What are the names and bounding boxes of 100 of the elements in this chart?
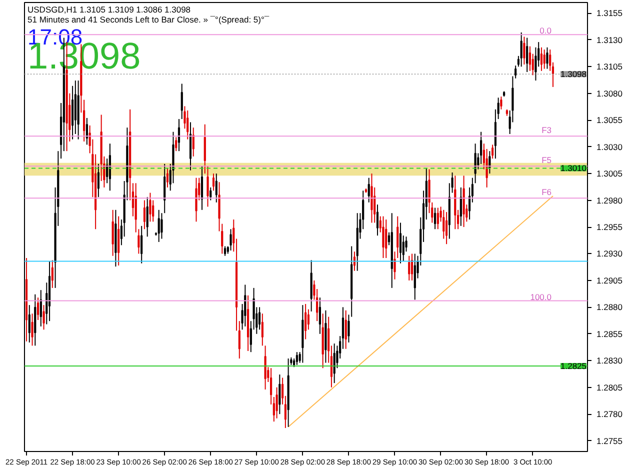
candlestick — [36, 297, 40, 321]
candlestick — [28, 304, 30, 343]
y-tick-label: 1.2930 — [596, 248, 623, 259]
ref-line-label: 1.3098 — [560, 69, 587, 80]
y-tick-label: 1.2805 — [596, 382, 623, 392]
candlestick — [408, 255, 410, 281]
y-tick-label: 1.2755 — [596, 436, 623, 446]
annotation: F6 — [542, 187, 552, 198]
candlestick — [540, 46, 543, 72]
y-tick-label: 1.3055 — [596, 115, 623, 126]
candlestick — [264, 345, 266, 390]
candlestick — [204, 124, 206, 174]
candlestick — [143, 200, 146, 230]
candlestick — [526, 37, 528, 72]
y-tick-label: 1.2955 — [596, 222, 623, 232]
candlestick — [166, 168, 169, 188]
candlestick — [238, 320, 240, 359]
candlestick — [318, 297, 321, 334]
candlestick — [206, 166, 209, 208]
y-tick-label: 1.2855 — [596, 328, 623, 339]
annotation: 0.0 — [540, 26, 552, 36]
candlestick — [276, 386, 278, 419]
candlestick — [460, 186, 462, 226]
y-tick-label: 1.2830 — [596, 356, 623, 366]
y-tick-label: 1.2980 — [596, 195, 623, 206]
candlestick — [500, 96, 502, 110]
candlestick — [528, 46, 532, 72]
candlestick — [445, 212, 448, 245]
annotation: F5 — [542, 155, 552, 166]
y-tick-label: 1.3080 — [596, 88, 623, 98]
candlestick — [414, 253, 416, 300]
candlestick — [158, 209, 160, 242]
candlestick — [368, 177, 370, 203]
candlestick — [31, 313, 34, 346]
ref-line-label: 1.3010 — [560, 163, 587, 174]
candlestick — [492, 144, 494, 160]
candlestick — [195, 177, 198, 222]
y-tick-label: 1.3130 — [596, 34, 623, 45]
candlestick — [118, 216, 120, 266]
candlestick — [261, 313, 264, 346]
candlestick — [348, 314, 350, 343]
y-tick-label: 1.3105 — [596, 62, 623, 72]
annotation: F3 — [542, 125, 552, 136]
candlestick — [514, 65, 517, 79]
candlestick — [192, 127, 194, 157]
text: 51 Minutes and 41 Seconds Left to Bar Close. » ¯°(Spread: 5)°¯ — [28, 14, 270, 24]
annotation: 100.0 — [530, 292, 552, 302]
candlestick — [175, 136, 178, 152]
candlestick — [385, 219, 388, 258]
candlestick — [376, 204, 379, 236]
candlestick — [42, 304, 45, 330]
candlestick — [436, 207, 439, 230]
y-tick-label: 1.2905 — [596, 275, 623, 286]
candlestick — [140, 225, 143, 264]
candlestick — [382, 216, 384, 258]
candlestick — [399, 222, 402, 264]
candlestick — [112, 209, 114, 256]
y-tick-label: 1.2880 — [596, 302, 623, 312]
candlestick — [370, 173, 373, 224]
candlestick — [210, 186, 212, 201]
candlestick — [244, 284, 246, 327]
candlestick — [230, 228, 232, 252]
candlestick — [180, 83, 183, 120]
candlestick — [296, 352, 298, 366]
y-tick-label: 1.2780 — [596, 409, 623, 420]
candlestick — [40, 290, 42, 327]
candlestick — [307, 308, 310, 330]
candlestick — [333, 343, 336, 384]
chart-title: USDSGD,H1 1.3105 1.3109 1.3086 1.3098 — [28, 4, 191, 14]
candlestick — [546, 46, 548, 70]
candlestick — [434, 207, 436, 230]
candlestick — [353, 251, 356, 272]
ref-line-label: 1.2825 — [560, 360, 587, 371]
candlestick — [106, 158, 108, 184]
candlestick — [215, 173, 218, 203]
candlestick — [86, 117, 88, 146]
candlestick — [146, 196, 148, 238]
candlestick — [488, 150, 491, 174]
candlestick — [186, 110, 189, 140]
candlestick — [149, 192, 152, 222]
candlestick — [543, 49, 546, 70]
candlestick — [51, 260, 54, 288]
candlestick — [344, 310, 347, 350]
candlestick — [212, 173, 215, 192]
y-tick-label: 1.3005 — [596, 168, 623, 179]
candlestick — [410, 253, 414, 281]
candlestick — [178, 118, 180, 152]
y-tick-label: 1.3030 — [596, 142, 623, 152]
candlestick — [258, 306, 261, 330]
candlestick — [160, 212, 163, 240]
candlestick — [164, 163, 166, 214]
candlestick — [474, 143, 476, 184]
candlestick — [304, 303, 307, 340]
candlestick — [520, 32, 522, 68]
candlestick — [224, 246, 226, 256]
y-tick-label: 1.3155 — [596, 8, 623, 18]
candlestick — [97, 163, 100, 198]
candlestick — [278, 374, 281, 415]
candlestick — [523, 36, 526, 66]
candlestick — [200, 166, 204, 210]
